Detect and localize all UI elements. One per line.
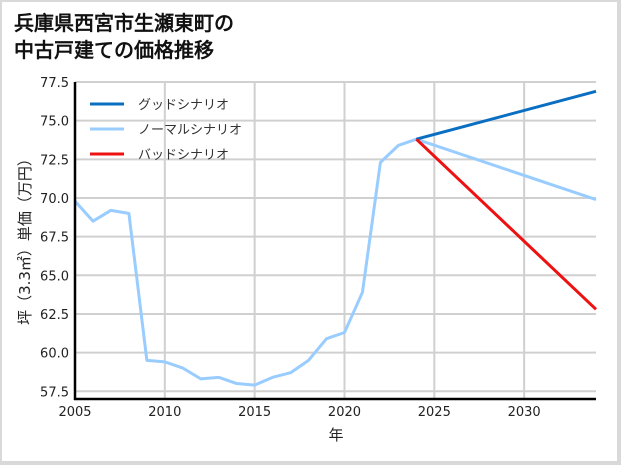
x-axis-label: 年 [328,426,343,444]
y-tick-label: 67.5 [40,231,69,246]
legend-label: バッドシナリオ [138,148,229,163]
y-tick-label: 65.0 [40,269,69,284]
x-tick-label: 2030 [508,405,541,420]
tick-labels: 57.5 60.0 62.5 65.0 67.5 70.0 72.5 75.0 77.5 2005… [40,76,541,420]
legend-label: ノーマルシナリオ [138,123,242,138]
y-tick-label: 70.0 [40,192,69,207]
data-lines [73,89,598,387]
legend-label: グッドシナリオ [138,98,229,113]
grid-lines [75,81,596,399]
x-tick-label: 2005 [58,405,91,420]
x-tick-label: 2020 [328,405,361,420]
y-tick-label: 72.5 [40,153,69,168]
y-tick-label: 62.5 [40,308,69,323]
x-tick-label: 2025 [418,405,451,420]
y-tick-label: 60.0 [40,347,69,362]
series-line [415,89,597,141]
axes [73,82,596,401]
y-tick-label: 77.5 [40,76,69,91]
series-line [415,138,598,311]
x-tick-label: 2015 [238,405,271,420]
series-line [73,137,597,387]
x-tick-label: 2010 [148,405,181,420]
y-tick-label: 75.0 [40,115,69,130]
chart-title: 兵庫県西宮市生瀬東町の 中古戸建ての価格推移 [14,11,234,62]
y-axis-label: 坪（3.3㎡）単価（万円） [16,151,34,325]
y-tick-label: 57.5 [40,385,69,400]
